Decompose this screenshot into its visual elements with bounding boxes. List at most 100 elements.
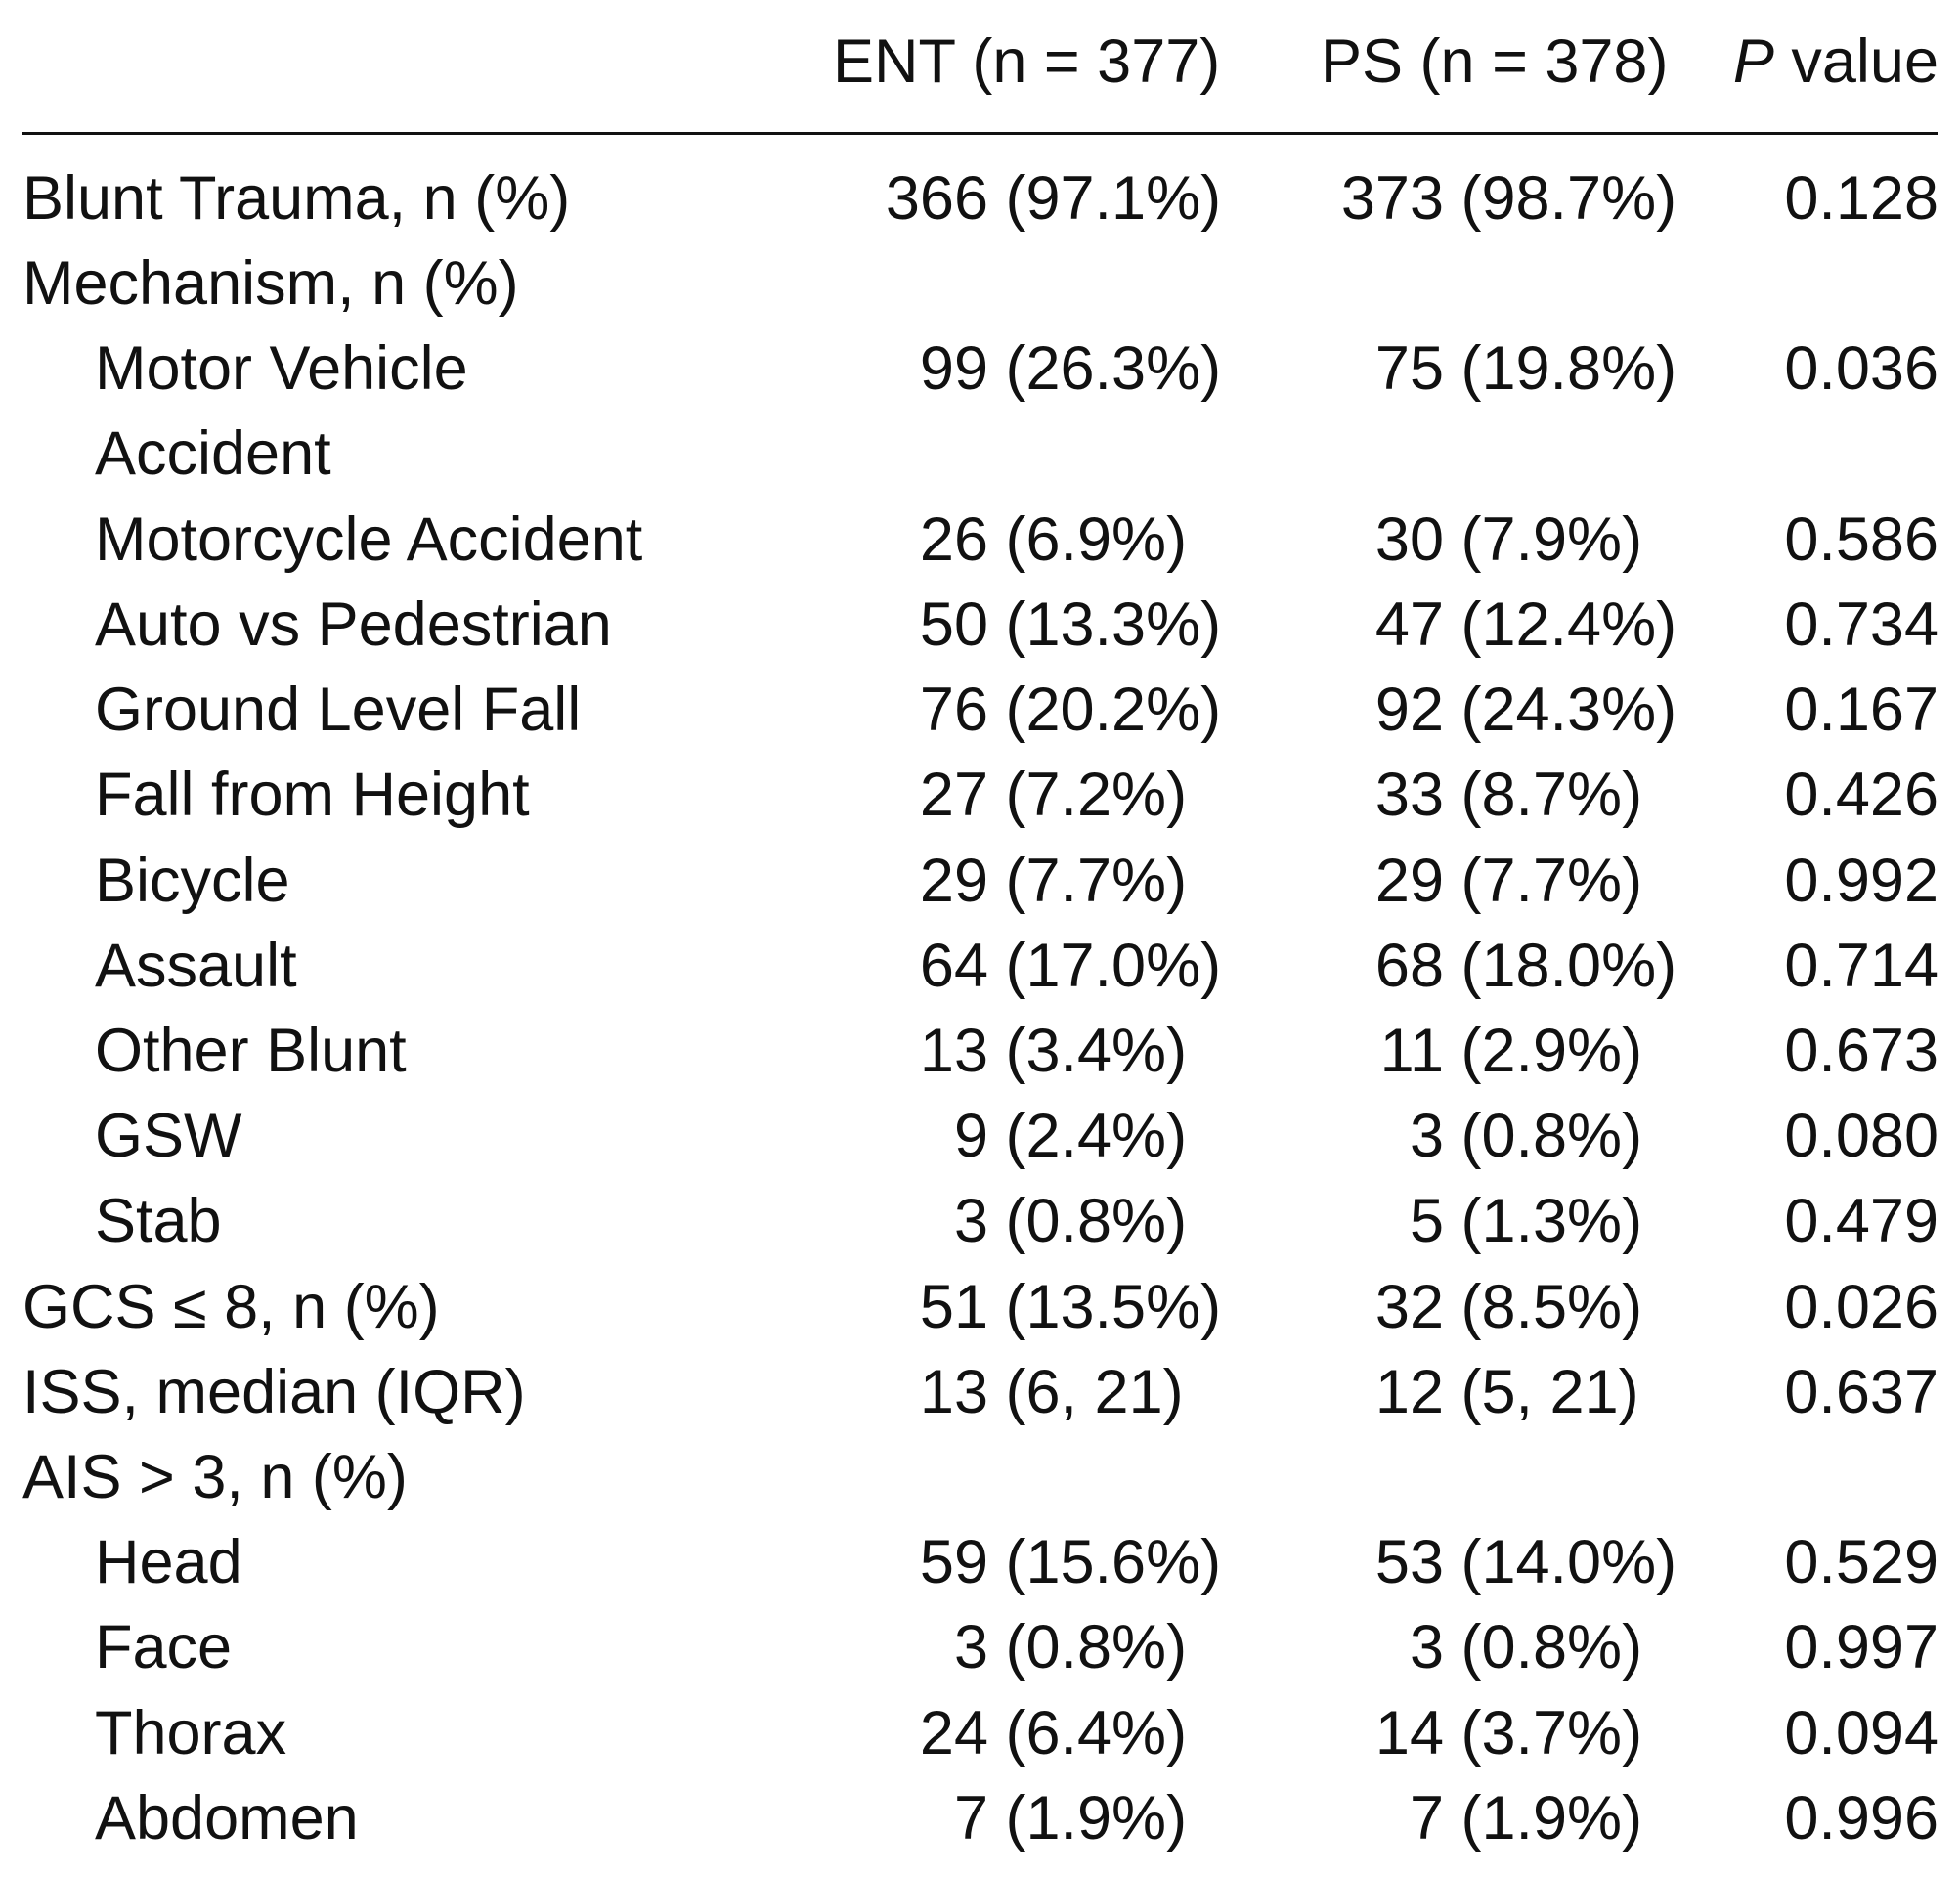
cell-p: 0.529	[1784, 1528, 1938, 1597]
cell-ps: 92 (24.3%)	[0, 668, 1960, 753]
cell-p: 0.426	[1784, 761, 1938, 830]
cell-ent: 76 (20.2%)	[0, 668, 1960, 753]
count: 27	[919, 761, 988, 830]
cell-p: 0.036	[1784, 334, 1938, 404]
detail: (8.5%)	[1444, 1272, 1643, 1341]
cell-ps: 30 (7.9%)	[0, 498, 1960, 583]
row-label: Motorcycle Accident	[95, 504, 643, 574]
cell-p: 0.997	[1784, 1613, 1938, 1682]
detail: (0.8%)	[988, 1187, 1188, 1256]
cell-ps: 75 (19.8%)	[0, 327, 1960, 412]
cell-p: 0.080	[1784, 1102, 1938, 1171]
cell-ps: 11 (2.9%)	[0, 1009, 1960, 1094]
cell-ps: 373 (98.7%)	[0, 156, 1960, 241]
cell-p: 0.586	[1784, 504, 1938, 574]
count: 3	[1409, 1613, 1444, 1682]
detail: (1.9%)	[1444, 1783, 1643, 1853]
detail: (3.7%)	[1444, 1698, 1643, 1768]
header-p-text: value	[1791, 27, 1938, 96]
cell-ent: 3 (0.8%)	[0, 1179, 1960, 1264]
detail: (20.2%)	[988, 676, 1222, 745]
detail: (24.3%)	[1444, 676, 1677, 745]
count: 14	[1374, 1698, 1444, 1768]
cell-ent: 3 (0.8%)	[0, 1605, 1960, 1690]
row-label: GCS ≤ 8, n (%)	[22, 1272, 440, 1341]
count: 30	[1374, 504, 1444, 574]
cell-ent: 13 (3.4%)	[0, 1009, 1960, 1094]
row-label: Motor Vehicle Accident	[95, 334, 468, 489]
detail: (7.7%)	[988, 846, 1188, 915]
detail: (15.6%)	[988, 1528, 1222, 1597]
detail: (7.9%)	[1444, 504, 1643, 574]
cell-ent: 7 (1.9%)	[0, 1776, 1960, 1861]
header-p-value: P value	[1733, 20, 1938, 105]
count: 3	[953, 1613, 988, 1682]
row-label: Abdomen	[95, 1783, 359, 1853]
count: 7	[953, 1783, 988, 1853]
cell-ps: 68 (18.0%)	[0, 924, 1960, 1009]
count: 59	[919, 1528, 988, 1597]
header-ps: PS (n = 378)	[1321, 27, 1669, 96]
cell-p: 0.996	[1784, 1783, 1938, 1853]
detail: (13.3%)	[988, 590, 1222, 659]
count: 47	[1374, 590, 1444, 659]
detail: (98.7%)	[1444, 164, 1677, 233]
detail: (14.0%)	[1444, 1528, 1677, 1597]
cell-ent: 64 (17.0%)	[0, 924, 1960, 1009]
cell-p: 0.094	[1784, 1698, 1938, 1768]
cell-ent: 50 (13.3%)	[0, 583, 1960, 668]
count: 50	[919, 590, 988, 659]
cell-p: 0.479	[1784, 1187, 1938, 1256]
count: 51	[919, 1272, 988, 1341]
cell-ps: 33 (8.7%)	[0, 753, 1960, 838]
cell-ent: 366 (97.1%)	[0, 156, 1960, 241]
row-label: Head	[95, 1528, 242, 1597]
cell-p: 0.637	[1784, 1357, 1938, 1426]
count: 366	[885, 164, 988, 233]
cell-ps: 53 (14.0%)	[0, 1520, 1960, 1605]
count: 99	[919, 334, 988, 404]
cell-p: 0.734	[1784, 590, 1938, 659]
row-label: ISS, median (IQR)	[22, 1357, 526, 1426]
row-label: Other Blunt	[95, 1017, 407, 1085]
detail: (7.7%)	[1444, 846, 1643, 915]
header-ent: ENT (n = 377)	[833, 27, 1221, 96]
count: 373	[1340, 164, 1444, 233]
row-label: Fall from Height	[95, 761, 530, 830]
detail: (7.2%)	[988, 761, 1188, 830]
cell-ps: 47 (12.4%)	[0, 583, 1960, 668]
count: 32	[1374, 1272, 1444, 1341]
cell-ent: 29 (7.7%)	[0, 839, 1960, 924]
cell-ent: 27 (7.2%)	[0, 753, 1960, 838]
row-label: Mechanism, n (%)	[22, 249, 519, 319]
cell-ent: 9 (2.4%)	[0, 1094, 1960, 1179]
count: 11	[1379, 1017, 1444, 1085]
cell-ps: 32 (8.5%)	[0, 1265, 1960, 1350]
detail: (1.3%)	[1444, 1187, 1643, 1256]
cell-ent: 26 (6.9%)	[0, 498, 1960, 583]
count: 12	[1374, 1357, 1444, 1426]
cell-ps: 7 (1.9%)	[0, 1776, 1960, 1861]
count: 76	[919, 676, 988, 745]
cell-p: 0.167	[1784, 676, 1938, 745]
cell-ent: 24 (6.4%)	[0, 1691, 1960, 1776]
detail: (3.4%)	[988, 1017, 1188, 1085]
count: 53	[1374, 1528, 1444, 1597]
detail: (6.9%)	[988, 504, 1188, 574]
count: 64	[919, 931, 988, 1000]
count: 3	[1409, 1102, 1444, 1171]
count: 3	[953, 1187, 988, 1256]
row-label: Assault	[95, 931, 297, 1000]
detail: (97.1%)	[988, 164, 1222, 233]
cell-p: 0.026	[1784, 1272, 1938, 1341]
row-label: Stab	[95, 1187, 222, 1256]
detail: (18.0%)	[1444, 931, 1677, 1000]
cell-ps: 14 (3.7%)	[0, 1691, 1960, 1776]
count: 7	[1409, 1783, 1444, 1853]
cell-p: 0.673	[1784, 1017, 1938, 1085]
cell-ent: 59 (15.6%)	[0, 1520, 1960, 1605]
detail: (0.8%)	[988, 1613, 1188, 1682]
detail: (19.8%)	[1444, 334, 1677, 404]
detail: (0.8%)	[1444, 1102, 1643, 1171]
row-label: GSW	[95, 1102, 242, 1171]
